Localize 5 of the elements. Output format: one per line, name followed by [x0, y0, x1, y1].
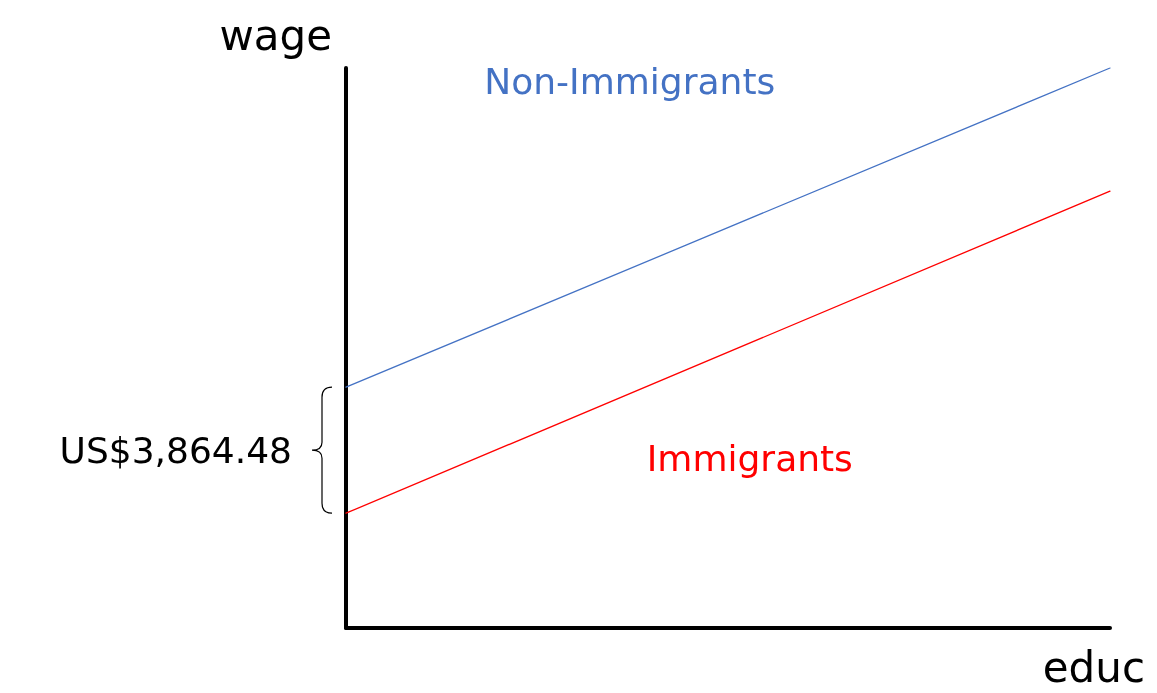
text: Non-Immigrants — [484, 61, 776, 103]
x-axis-title: educ — [1042, 642, 1145, 692]
y-axis-title: wage — [219, 10, 332, 60]
series-label: Immigrants — [646, 437, 853, 479]
annotation: US$3,864.48 — [59, 429, 292, 471]
